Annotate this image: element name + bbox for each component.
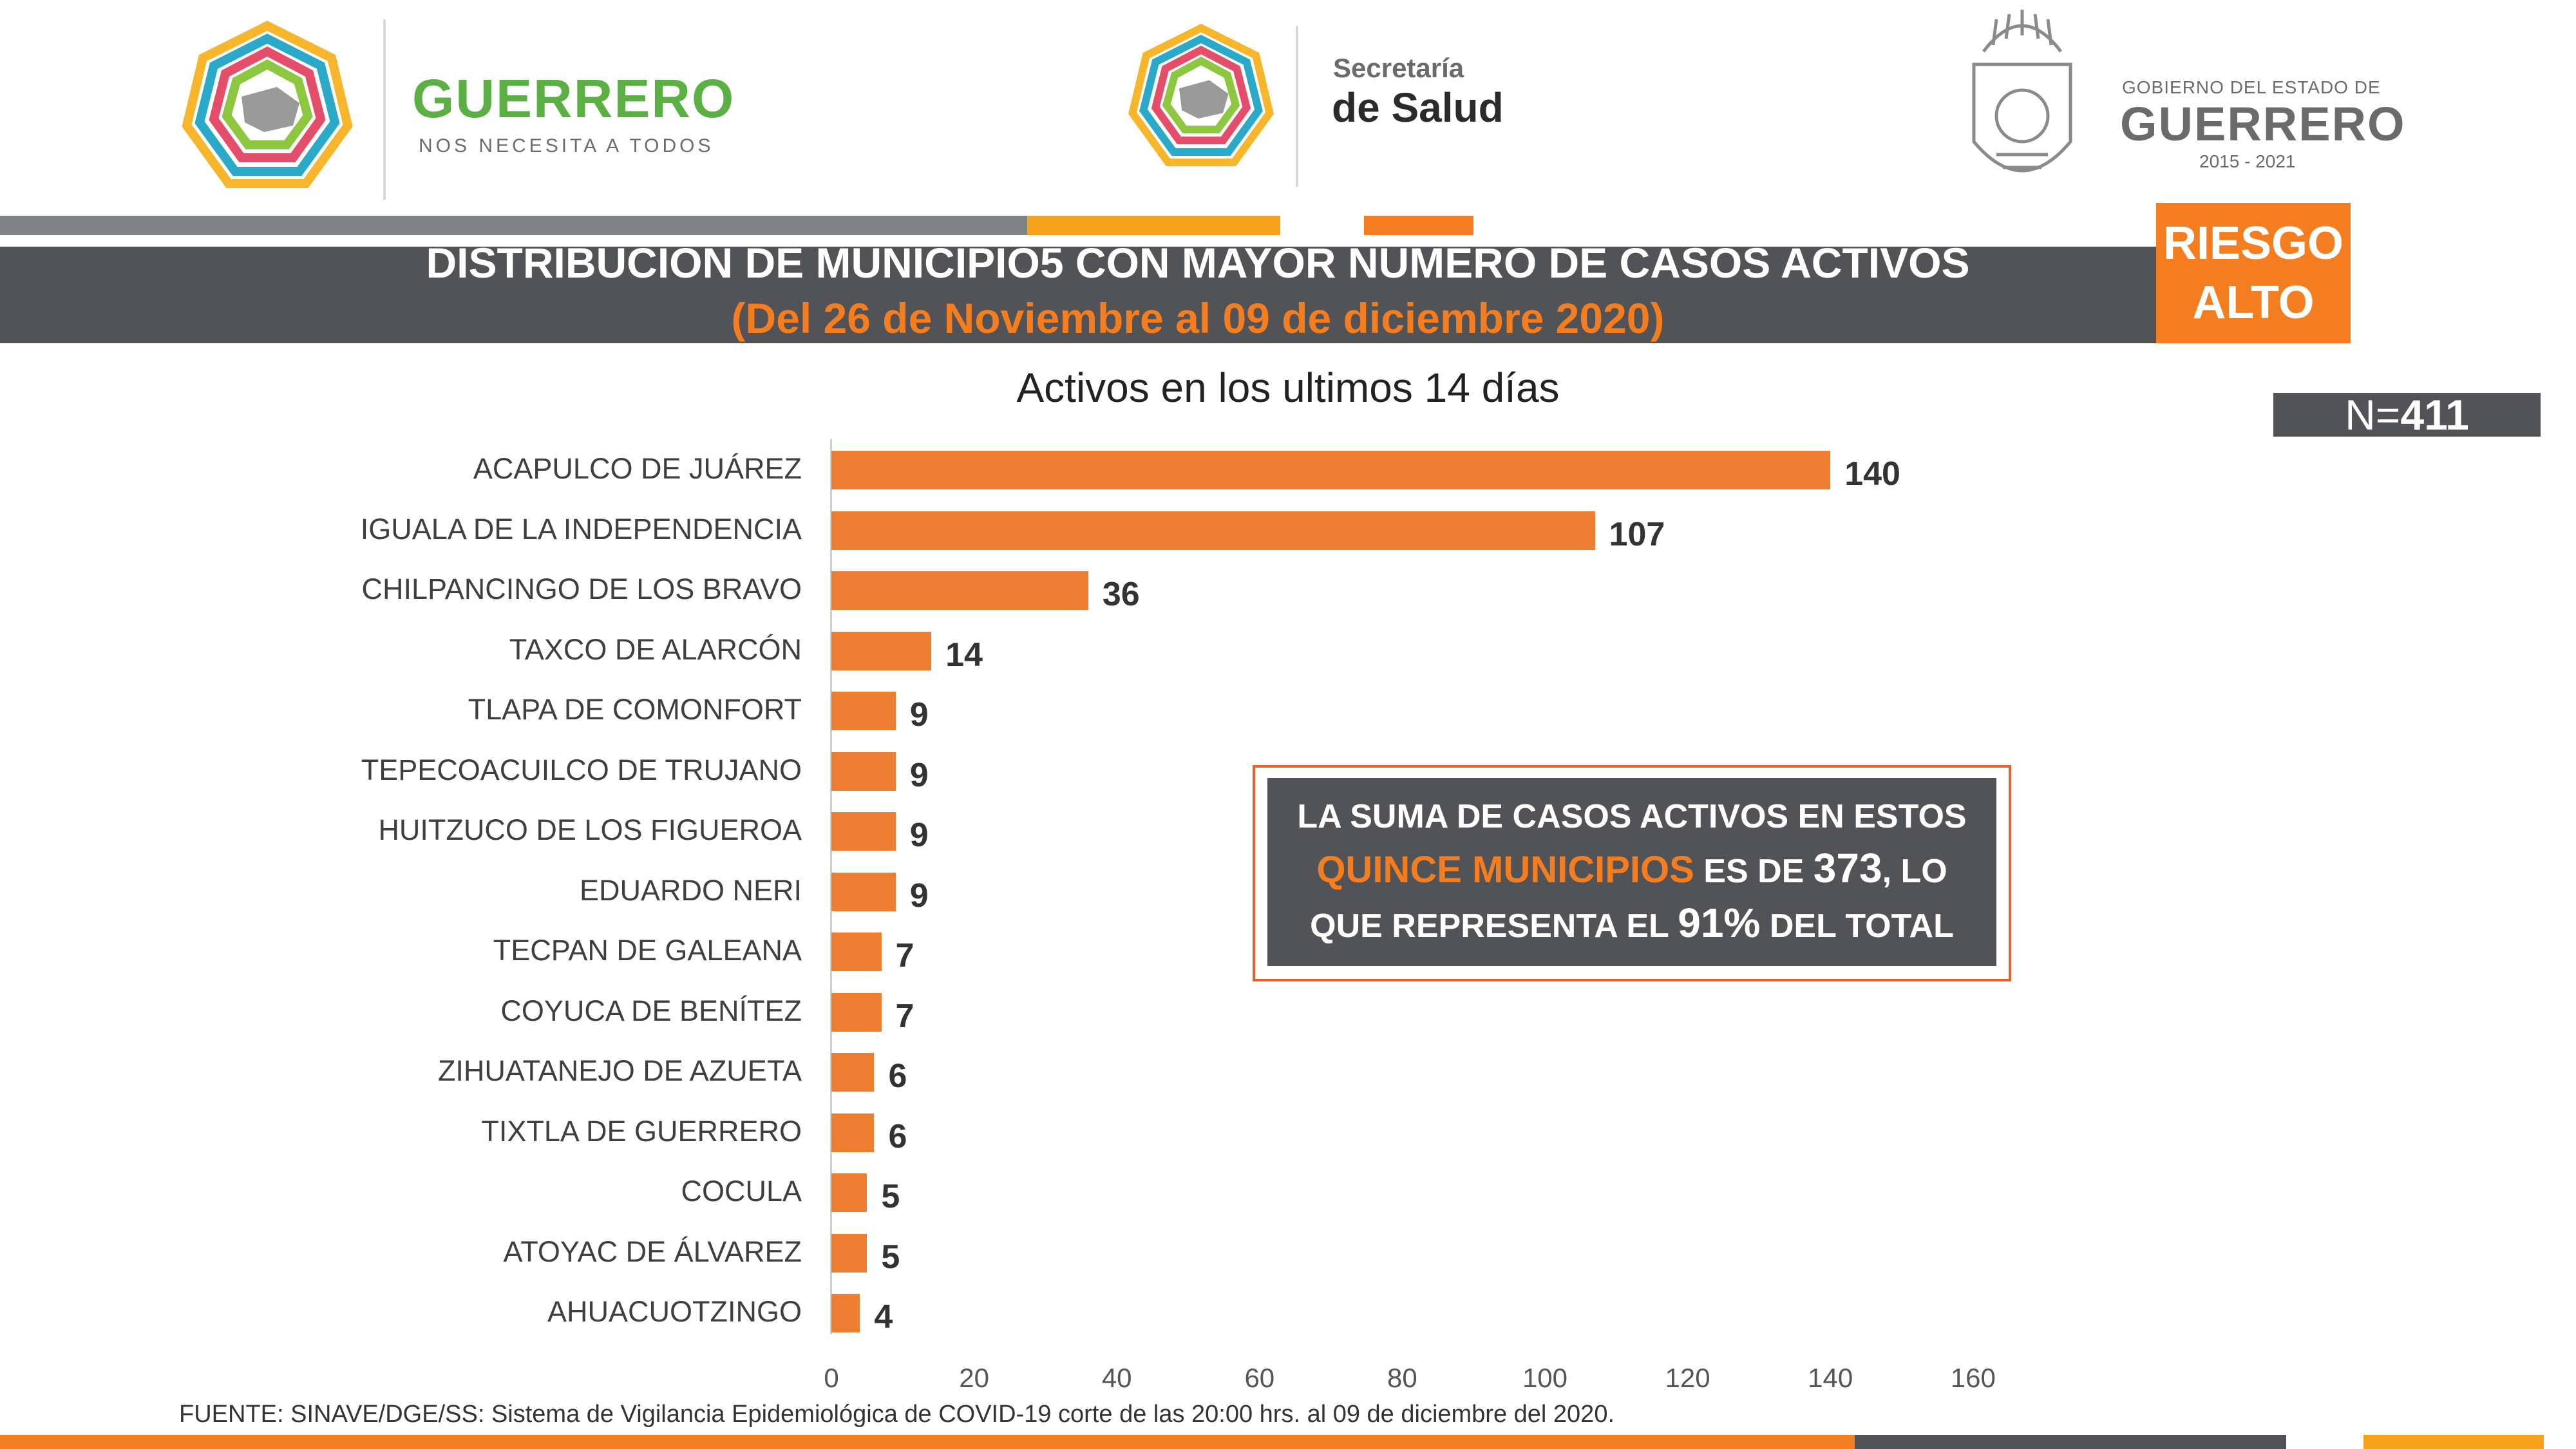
salud-line2: de Salud bbox=[1332, 84, 1504, 131]
data-label: 14 bbox=[945, 636, 983, 674]
x-tick-label: 120 bbox=[1665, 1363, 1710, 1393]
bar bbox=[831, 1173, 867, 1212]
data-label: 5 bbox=[881, 1178, 900, 1215]
x-tick-label: 40 bbox=[1101, 1363, 1132, 1393]
title-bar bbox=[0, 247, 2157, 343]
risk-badge: RIESGO ALTO bbox=[2156, 203, 2351, 343]
callout-box: LA SUMA DE CASOS ACTIVOS EN ESTOS QUINCE… bbox=[1267, 778, 1996, 966]
data-label: 5 bbox=[881, 1238, 900, 1276]
category-label: HUITZUCO DE LOS FIGUEROA bbox=[378, 813, 802, 846]
gobierno-line2: GUERRERO bbox=[2120, 97, 2406, 151]
secretaria-salud-logo: Secretaría de Salud bbox=[1127, 19, 1578, 193]
x-tick-label: 0 bbox=[824, 1363, 839, 1393]
bottom-stripe-orange bbox=[0, 1435, 1855, 1449]
category-label: AHUACUOTZINGO bbox=[547, 1295, 802, 1328]
salud-line1: Secretaría bbox=[1333, 53, 1464, 83]
guerrero-logo: GUERRERO NOS NECESITA A TODOS bbox=[180, 19, 734, 200]
bar bbox=[831, 1294, 860, 1332]
category-label: ACAPULCO DE JUÁREZ bbox=[473, 452, 802, 485]
top-stripe-orange bbox=[1027, 216, 1280, 235]
category-label: TECPAN DE GALEANA bbox=[493, 934, 802, 967]
callout-line3: QUE REPRESENTA EL 91% DEL TOTAL bbox=[1267, 897, 1996, 952]
gobierno-logo: GOBIERNO DEL ESTADO DE GUERRERO 2015 - 2… bbox=[1958, 6, 2537, 206]
category-label: TIXTLA DE GUERRERO bbox=[481, 1114, 802, 1148]
category-label: TAXCO DE ALARCÓN bbox=[509, 632, 802, 666]
risk-badge-line1: RIESGO bbox=[2163, 218, 2344, 269]
category-label: EDUARDO NERI bbox=[579, 873, 802, 907]
data-label: 140 bbox=[1844, 455, 1900, 493]
bar bbox=[831, 451, 1831, 489]
category-label: ZIHUATANEJO DE AZUETA bbox=[437, 1054, 802, 1087]
top-stripe-gray bbox=[0, 216, 1027, 235]
x-tick-label: 160 bbox=[1950, 1363, 1996, 1393]
data-label: 9 bbox=[909, 756, 929, 794]
callout-border bbox=[1253, 765, 2011, 981]
data-label: 4 bbox=[874, 1298, 893, 1336]
data-label: 107 bbox=[1609, 515, 1665, 553]
chart-axis-line bbox=[830, 439, 832, 1334]
bar bbox=[831, 812, 896, 851]
gobierno-years: 2015 - 2021 bbox=[2199, 151, 2296, 171]
n-badge-value: 411 bbox=[2400, 391, 2469, 439]
n-badge-prefix: N= bbox=[2345, 391, 2401, 439]
bottom-stripe-orange-right bbox=[2363, 1435, 2544, 1449]
risk-badge-line2: ALTO bbox=[2192, 277, 2315, 328]
data-label: 6 bbox=[888, 1057, 907, 1095]
category-label: CHILPANCINGO DE LOS BRAVO bbox=[361, 573, 802, 605]
category-label: COYUCA DE BENÍTEZ bbox=[500, 994, 802, 1027]
callout-highlight: QUINCE MUNICIPIOS bbox=[1316, 849, 1694, 891]
data-label: 36 bbox=[1102, 576, 1140, 613]
bar bbox=[831, 511, 1595, 550]
callout-text-2: ES DE bbox=[1703, 853, 1804, 890]
category-label: IGUALA DE LA INDEPENDENCIA bbox=[360, 512, 802, 545]
page-subtitle: (Del 26 de Noviembre al 09 de diciembre … bbox=[731, 294, 1665, 342]
bottom-stripe-gray bbox=[1855, 1435, 2286, 1449]
callout-text-1: LA SUMA DE CASOS ACTIVOS EN ESTOS bbox=[1297, 798, 1967, 835]
x-tick-label: 100 bbox=[1522, 1363, 1568, 1393]
bar bbox=[831, 1053, 875, 1092]
guerrero-tagline: NOS NECESITA A TODOS bbox=[419, 135, 714, 156]
bar bbox=[831, 631, 932, 670]
x-tick-label: 60 bbox=[1244, 1363, 1275, 1393]
guerrero-brand-text: GUERRERO bbox=[412, 68, 735, 129]
data-label: 6 bbox=[888, 1117, 907, 1155]
data-label: 9 bbox=[909, 876, 929, 914]
callout-percent: 91% bbox=[1678, 900, 1761, 946]
page-title: DISTRIBUCIÓN DE MUNICIPIO5 CON MAYOR NÚM… bbox=[426, 239, 1970, 287]
data-label: 9 bbox=[909, 817, 929, 854]
bar bbox=[831, 933, 882, 971]
bar bbox=[831, 1233, 867, 1273]
data-label: 7 bbox=[895, 937, 914, 974]
callout-text-5: DEL TOTAL bbox=[1769, 907, 1954, 945]
bar bbox=[831, 752, 896, 791]
callout-total: 373 bbox=[1813, 845, 1882, 891]
data-label: 7 bbox=[895, 997, 914, 1035]
gobierno-line1: GOBIERNO DEL ESTADO DE bbox=[2122, 77, 2381, 97]
category-label: TLAPA DE COMONFORT bbox=[468, 693, 802, 726]
salud-emblem-icon bbox=[1128, 23, 1274, 167]
source-note: FUENTE: SINAVE/DGE/SS: Sistema de Vigila… bbox=[179, 1401, 1615, 1428]
bar bbox=[831, 992, 882, 1032]
bar bbox=[831, 1113, 875, 1152]
bar bbox=[831, 571, 1088, 610]
x-tick-label: 20 bbox=[959, 1363, 989, 1393]
callout-text-3: , LO bbox=[1882, 853, 1947, 890]
callout-text-4: QUE REPRESENTA EL bbox=[1310, 907, 1669, 945]
x-tick-label: 80 bbox=[1387, 1363, 1417, 1393]
coat-of-arms-icon bbox=[1972, 10, 2072, 173]
x-tick-label: 140 bbox=[1808, 1363, 1853, 1393]
top-stripe-orange-short bbox=[1364, 216, 1473, 235]
data-label: 9 bbox=[909, 696, 929, 734]
chart-title: Activos en los ultimos 14 días bbox=[1016, 365, 1560, 411]
callout-line2: QUINCE MUNICIPIOS ES DE 373, LO bbox=[1267, 842, 1996, 897]
bar bbox=[831, 692, 896, 730]
callout-line1: LA SUMA DE CASOS ACTIVOS EN ESTOS bbox=[1267, 791, 1996, 842]
category-label: COCULA bbox=[681, 1175, 802, 1208]
category-label: TEPECOACUILCO DE TRUJANO bbox=[361, 753, 802, 786]
bar bbox=[831, 872, 896, 911]
category-label: ATOYAC DE ÁLVAREZ bbox=[503, 1235, 802, 1268]
guerrero-emblem-icon bbox=[182, 21, 353, 188]
n-badge: N=411 bbox=[2273, 393, 2541, 437]
